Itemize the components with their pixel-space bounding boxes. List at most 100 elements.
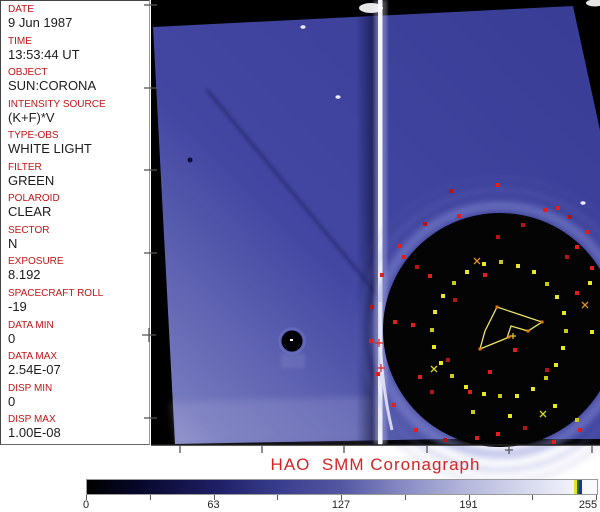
metadata-field: SPACECRAFT ROLL -19 bbox=[8, 288, 103, 314]
metadata-field: OBJECT SUN:CORONA bbox=[8, 67, 96, 93]
red-fiducial-dot bbox=[370, 305, 374, 309]
corner-flare bbox=[586, 0, 600, 7]
yellow-fiducial-dot bbox=[498, 394, 502, 398]
yellow-fiducial-dot bbox=[464, 385, 468, 389]
field-label: SPACECRAFT ROLL bbox=[8, 287, 104, 299]
colorbar-tick bbox=[341, 495, 342, 500]
field-value: 0 bbox=[8, 393, 16, 409]
field-label: TYPE-OBS bbox=[8, 130, 59, 142]
field-label: DATE bbox=[8, 4, 34, 15]
x-mark bbox=[539, 410, 547, 418]
red-fiducial-dot bbox=[565, 255, 569, 259]
red-fiducial-dot bbox=[392, 403, 396, 407]
field-value: CLEAR bbox=[8, 204, 52, 220]
field-label: DISP MIN bbox=[8, 382, 53, 394]
disk-ripple bbox=[357, 187, 600, 473]
field-value: 9 Jun 1987 bbox=[8, 15, 73, 30]
red-fiducial-dot bbox=[543, 208, 547, 212]
colorbar-tick-label: 0 bbox=[82, 499, 90, 511]
field-label: DATA MAX bbox=[8, 351, 58, 363]
field-value: 1.00E-08 bbox=[8, 425, 61, 441]
field-label: DISP MAX bbox=[8, 414, 56, 426]
field-label: FILTER bbox=[8, 161, 42, 173]
colorbar-anomaly-stripe bbox=[577, 480, 579, 494]
red-fiducial-dot bbox=[449, 189, 453, 193]
yellow-fiducial-dot bbox=[562, 311, 566, 315]
metadata-field: TYPE-OBS WHITE LIGHT bbox=[8, 130, 92, 156]
colorbar-tick bbox=[277, 495, 279, 500]
polygon-vertex-dot bbox=[507, 335, 511, 339]
colorbar-anomaly-stripe bbox=[574, 480, 577, 494]
colorbar-tick bbox=[404, 495, 406, 500]
yellow-fiducial-dot bbox=[531, 387, 535, 391]
colorbar-anomaly-stripe bbox=[579, 480, 582, 494]
dust-spot-core bbox=[290, 339, 293, 341]
red-fiducial-dot bbox=[468, 390, 472, 394]
metadata-field: DATA MAX 2.54E-07 bbox=[8, 351, 61, 377]
red-fiducial-dot bbox=[496, 235, 500, 239]
image-title: HAO SMM Coronagraph bbox=[270, 455, 481, 474]
colorbar-tick bbox=[532, 495, 534, 500]
field-value: WHITE LIGHT bbox=[8, 141, 92, 157]
red-fiducial-dot bbox=[393, 320, 397, 324]
field-value: GREEN bbox=[8, 172, 55, 188]
red-fiducial-dot bbox=[430, 390, 434, 394]
red-fiducial-dot bbox=[376, 372, 380, 376]
polygon-vertex-dot bbox=[540, 320, 544, 324]
yellow-fiducial-dot bbox=[508, 414, 512, 418]
field-label: POLAROID bbox=[8, 193, 60, 205]
yellow-fiducial-dot bbox=[499, 260, 503, 264]
field-value: 8.192 bbox=[8, 267, 41, 283]
dark-streak bbox=[205, 89, 384, 301]
pylon-top-flare bbox=[359, 3, 383, 13]
yellow-fiducial-dot bbox=[432, 345, 436, 349]
metadata-field: TIME 13:53:44 UT bbox=[8, 36, 80, 62]
x-mark bbox=[430, 365, 438, 373]
yellow-fiducial-dot bbox=[516, 264, 520, 268]
metadata-field: DATE 9 Jun 1987 bbox=[8, 4, 72, 30]
red-fiducial-dot bbox=[415, 265, 419, 269]
bright-band bbox=[170, 396, 380, 443]
field-value: -19 bbox=[8, 298, 27, 314]
colorbar-tick-label: 255 bbox=[578, 499, 598, 511]
red-fiducial-dot bbox=[552, 440, 556, 444]
fiducial-markers bbox=[300, 25, 594, 444]
red-fiducial-dot bbox=[423, 222, 427, 226]
field-value: SUN:CORONA bbox=[8, 78, 97, 94]
red-fiducial-dot bbox=[443, 438, 447, 442]
red-fiducial-dot bbox=[513, 348, 517, 352]
occulting-disk bbox=[383, 213, 600, 447]
yellow-fiducial-dot bbox=[561, 346, 565, 350]
field-label: EXPOSURE bbox=[8, 256, 64, 268]
red-fiducial-dot bbox=[475, 436, 479, 440]
field-label: INTENSITY SOURCE bbox=[8, 98, 106, 110]
polygon-vertex-dot bbox=[526, 329, 530, 333]
yellow-fiducial-dot bbox=[590, 330, 594, 334]
red-fiducial-dot bbox=[575, 245, 579, 249]
yellow-fiducial-dot bbox=[430, 328, 434, 332]
yellow-fiducial-dot bbox=[575, 418, 579, 422]
red-fiducial-dot bbox=[418, 375, 422, 379]
colorbar-tick bbox=[86, 495, 87, 500]
yellow-fiducial-dot bbox=[433, 310, 437, 314]
yellow-fiducial-dot bbox=[553, 404, 557, 408]
yellow-fiducial-dot bbox=[465, 270, 469, 274]
colorbar-tick-label: 191 bbox=[459, 499, 478, 511]
red-fiducial-dot bbox=[457, 214, 461, 218]
yellow-fiducial-dot bbox=[482, 392, 486, 396]
polygon-vertex-dot bbox=[495, 305, 499, 309]
dust-spot-ring bbox=[278, 327, 306, 355]
red-fiducial-dot bbox=[411, 323, 415, 327]
metadata-field: FILTER GREEN bbox=[8, 162, 54, 188]
red-fiducial-dot bbox=[578, 428, 582, 432]
red-fiducial-dot bbox=[496, 183, 500, 187]
colorbar-tick bbox=[149, 495, 151, 500]
field-value: (K+F)*V bbox=[8, 109, 55, 125]
red-fiducial-dot bbox=[369, 339, 373, 343]
metadata-sidebar: DATE 9 Jun 1987 TIME 13:53:44 UT OBJECT SUN:C… bbox=[0, 0, 150, 445]
small-dark-dot bbox=[187, 157, 193, 163]
yellow-fiducial-dot bbox=[441, 294, 445, 298]
x-mark bbox=[581, 301, 589, 309]
yellow-fiducial-dot bbox=[554, 363, 558, 367]
